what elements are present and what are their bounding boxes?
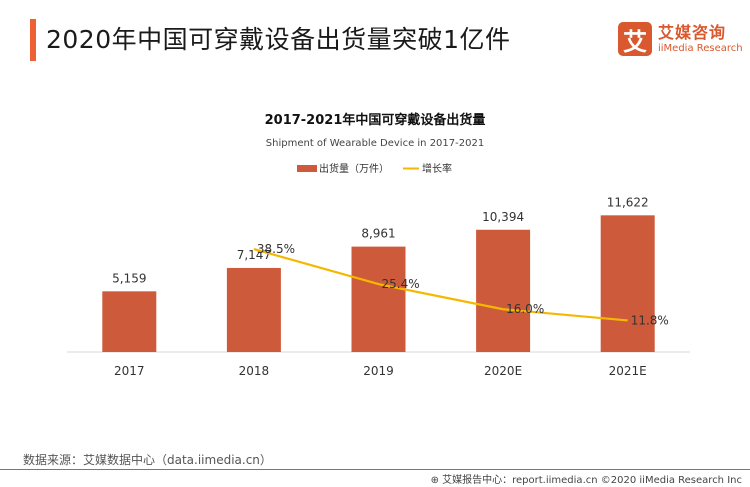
bar-2018 [226,267,281,352]
footer-credit: ⊕ 艾媒报告中心：report.iimedia.cn ©2020 iiMedia… [431,471,742,486]
bar-2017 [102,291,157,352]
x-tick-2019: 2019 [363,364,394,378]
legend-line-label: 增长率 [422,162,452,175]
bar-label-2020E: 10,394 [482,210,524,224]
footer-divider [0,469,750,470]
bar-label-2017: 5,159 [112,271,146,285]
line-label-2020E: 16.0% [506,302,544,316]
legend-bar-label: 出货量（万件） [319,162,389,175]
line-label-2021E: 11.8% [631,313,669,327]
bar-2021E [600,215,655,352]
x-tick-2017: 2017 [114,364,145,378]
x-tick-2020E: 2020E [484,364,522,378]
bar-label-2019: 8,961 [361,227,395,241]
legend-bar-swatch [297,165,317,172]
bar-2019 [351,246,406,352]
footer-credit-text: 艾媒报告中心：report.iimedia.cn ©2020 iiMedia R… [442,475,742,486]
x-tick-2018: 2018 [239,364,270,378]
logo-icon: 艾 [618,22,652,56]
title-accent-bar [30,19,36,61]
globe-icon: ⊕ [430,475,443,486]
bar-2020E [476,229,531,352]
line-label-2019: 25.4% [382,277,420,291]
bar-label-2021E: 11,622 [607,195,649,209]
logo-cn-text: 艾媒咨询 [658,22,727,42]
data-source: 数据来源：艾媒数据中心（data.iimedia.cn） [23,453,272,467]
line-label-2018: 38.5% [257,242,295,256]
chart-subtitle: Shipment of Wearable Device in 2017-2021 [266,138,484,149]
logo-en-text: iiMedia Research [658,42,743,54]
chart-title: 2017-2021年中国可穿戴设备出货量 [265,112,486,128]
logo: 艾 艾媒咨询 iiMedia Research [618,22,743,56]
growth-rate-line [253,248,628,322]
page-title: 2020年中国可穿戴设备出货量突破1亿件 [46,25,511,54]
legend: 出货量（万件） 增长率 [297,162,452,175]
x-tick-2021E: 2021E [609,364,647,378]
chart: 2017-2021年中国可穿戴设备出货量 Shipment of Wearabl… [67,112,690,378]
